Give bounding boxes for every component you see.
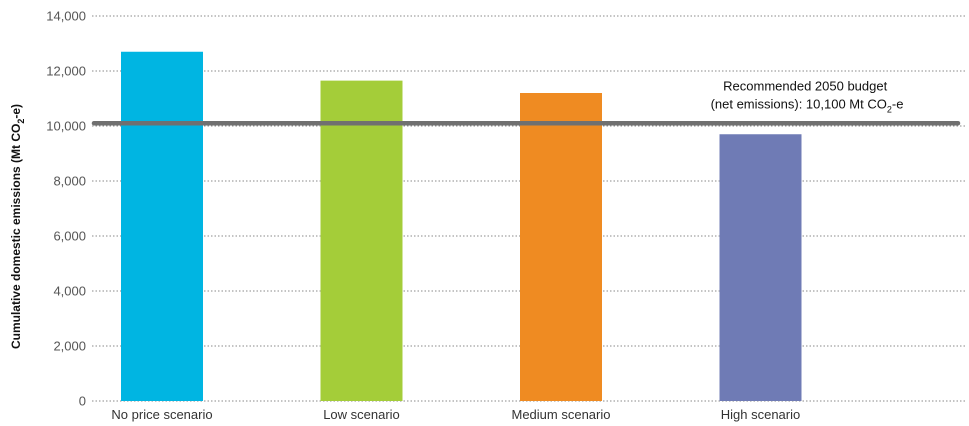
reference-label-line2: (net emissions): 10,100 Mt CO2-e [711,96,904,114]
bar-high-scenario [719,134,802,401]
bars [121,51,802,401]
x-axis-labels: No price scenario Low scenario Medium scen… [111,407,800,422]
reference-label-line2-main: (net emissions): 10,100 Mt CO [711,96,887,111]
reference-label-line1: Recommended 2050 budget [723,78,887,93]
reference-label-subscript: 2 [887,104,892,114]
y-tick-label: 14,000 [46,9,86,24]
y-tick-label: 8,000 [53,174,86,189]
y-axis-title-subscript: 2 [16,119,26,124]
gridlines [92,15,966,402]
reference-label-line2-tail: -e [892,96,904,111]
reference-line-label: Recommended 2050 budget (net emissions):… [711,78,904,114]
y-tick-label: 4,000 [53,284,86,299]
y-axis-title-main: Cumulative domestic emissions (Mt CO [9,124,23,349]
x-category-label: Low scenario [323,407,400,422]
y-tick-label: 6,000 [53,229,86,244]
bar-low-scenario [320,80,403,401]
y-tick-label: 0 [79,394,86,409]
bar-no-price-scenario [121,51,203,401]
y-tick-label: 10,000 [46,119,86,134]
bar-medium-scenario [520,93,602,401]
x-category-label: Medium scenario [512,407,611,422]
y-tick-label: 2,000 [53,339,86,354]
x-category-label: No price scenario [111,407,212,422]
y-axis-ticks: 0 2,000 4,000 6,000 8,000 10,000 12,000 14,000 [46,9,86,409]
y-axis-title-tail: -e) [9,104,23,119]
y-axis-title: Cumulative domestic emissions (Mt CO2-e) [9,104,26,349]
x-category-label: High scenario [721,407,801,422]
y-tick-label: 12,000 [46,64,86,79]
